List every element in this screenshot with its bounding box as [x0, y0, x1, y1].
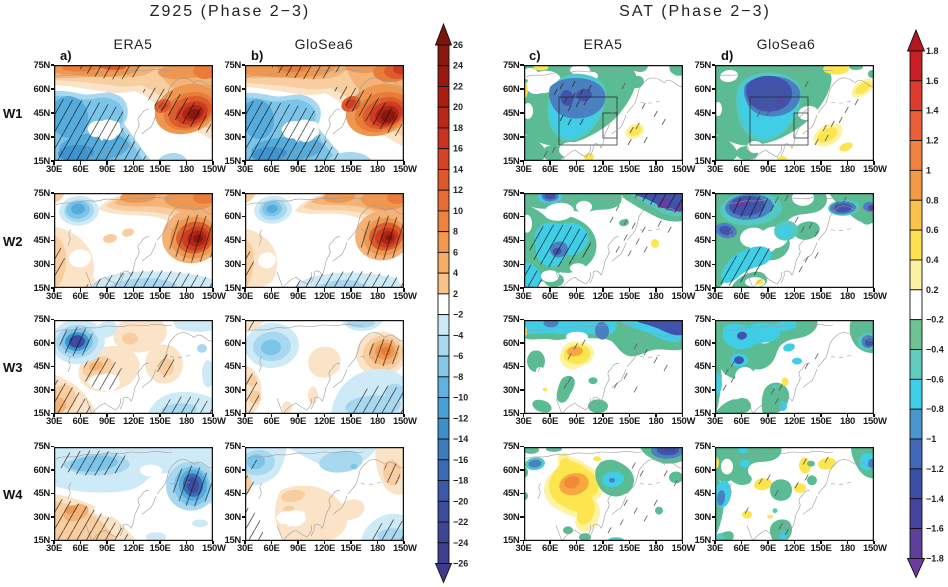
svg-text:−16: −16 [453, 455, 468, 465]
svg-text:−4: −4 [453, 331, 463, 341]
svg-text:2: 2 [453, 289, 458, 299]
svg-text:−8: −8 [453, 372, 463, 382]
svg-text:10: 10 [453, 206, 463, 216]
svg-text:−2: −2 [453, 310, 463, 320]
svg-text:−26: −26 [453, 559, 468, 569]
svg-text:0.4: 0.4 [926, 254, 939, 264]
svg-text:20: 20 [453, 103, 463, 113]
svg-text:−6: −6 [453, 351, 463, 361]
svg-text:16: 16 [453, 144, 463, 154]
svg-text:−1.6: −1.6 [926, 523, 944, 533]
svg-text:−10: −10 [453, 393, 468, 403]
svg-text:0.8: 0.8 [926, 195, 939, 205]
svg-text:18: 18 [453, 123, 463, 133]
svg-text:−1.2: −1.2 [926, 463, 944, 473]
svg-text:−20: −20 [453, 497, 468, 507]
svg-text:1.2: 1.2 [926, 135, 939, 145]
svg-text:−0.4: −0.4 [926, 344, 944, 354]
svg-text:22: 22 [453, 82, 463, 92]
svg-text:0.2: 0.2 [926, 284, 939, 294]
svg-text:12: 12 [453, 186, 463, 196]
svg-text:−18: −18 [453, 476, 468, 486]
svg-text:4: 4 [453, 269, 458, 279]
svg-text:−12: −12 [453, 414, 468, 424]
svg-text:−14: −14 [453, 434, 468, 444]
svg-text:−0.2: −0.2 [926, 314, 944, 324]
svg-text:−22: −22 [453, 517, 468, 527]
svg-text:1: 1 [926, 165, 931, 175]
svg-text:24: 24 [453, 61, 463, 71]
svg-text:−24: −24 [453, 538, 468, 548]
svg-text:26: 26 [453, 40, 463, 50]
svg-text:0.6: 0.6 [926, 225, 939, 235]
svg-text:−1.4: −1.4 [926, 493, 944, 503]
svg-text:−1: −1 [926, 434, 936, 444]
svg-text:14: 14 [453, 165, 463, 175]
svg-text:−1.8: −1.8 [926, 553, 944, 563]
svg-text:1.4: 1.4 [926, 105, 939, 115]
svg-text:−0.8: −0.8 [926, 404, 944, 414]
svg-text:8: 8 [453, 227, 458, 237]
svg-text:−0.6: −0.6 [926, 374, 944, 384]
svg-text:6: 6 [453, 248, 458, 258]
svg-text:1.6: 1.6 [926, 75, 939, 85]
svg-text:1.8: 1.8 [926, 46, 939, 56]
